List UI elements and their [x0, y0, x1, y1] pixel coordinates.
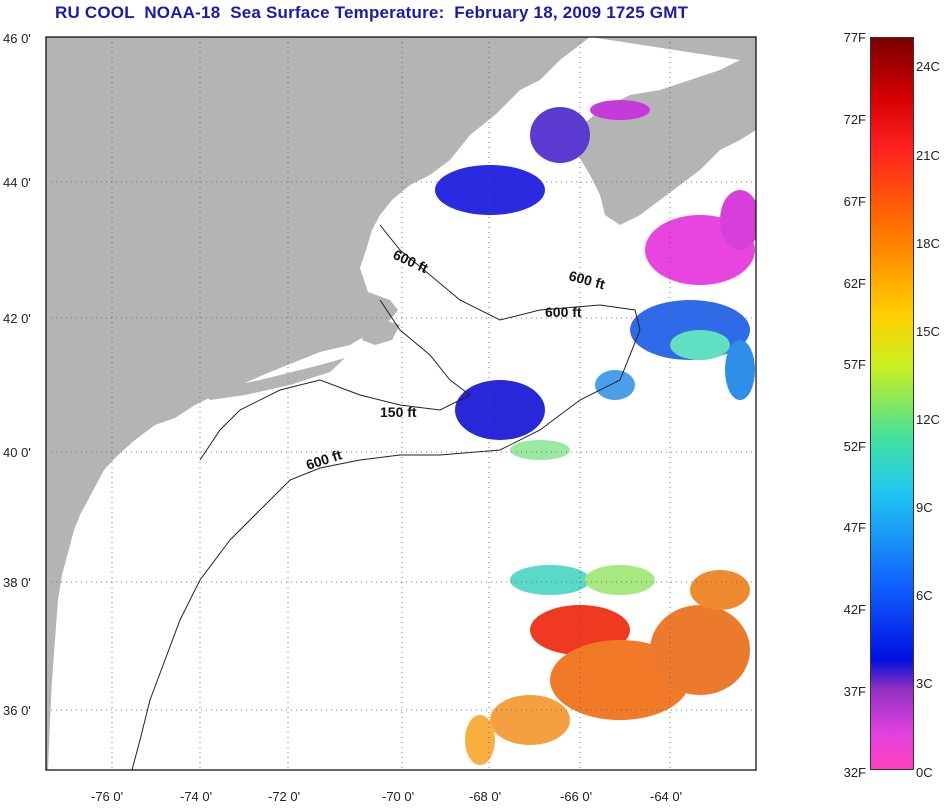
land-delmarva — [86, 510, 110, 660]
lat-label: 42 0' — [3, 311, 31, 326]
lat-label: 46 0' — [3, 31, 31, 46]
colorbar-f-label: 47F — [843, 520, 866, 535]
colorbar-c-label: 15C — [916, 324, 940, 339]
colorbar-f-label: 37F — [843, 684, 866, 699]
lat-label: 36 0' — [3, 703, 31, 718]
colorbar-f-label: 62F — [843, 276, 866, 291]
land-cape-cod — [362, 320, 400, 345]
lon-label: -76 0' — [91, 789, 124, 804]
colorbar-f-label: 32F — [843, 765, 866, 780]
colorbar-c-label: 21C — [916, 148, 940, 163]
colorbar-c-label: 24C — [916, 59, 940, 74]
lon-label: -64 0' — [650, 789, 683, 804]
colorbar-f-label: 42F — [843, 602, 866, 617]
colorbar-f-label: 77F — [843, 30, 866, 45]
map-title: RU COOL NOAA-18 Sea Surface Temperature:… — [55, 3, 689, 22]
contour-label: 600 ft — [545, 304, 582, 320]
lat-label: 38 0' — [3, 575, 31, 590]
colorbar-c-label: 3C — [916, 676, 933, 691]
sst-data — [435, 100, 756, 765]
land-us — [46, 37, 590, 770]
colorbar-c-label: 9C — [916, 500, 933, 515]
lon-label: -70 0' — [382, 789, 415, 804]
colorbar-c-label: 0C — [916, 765, 933, 780]
lat-label: 44 0' — [3, 175, 31, 190]
graticule — [46, 37, 756, 770]
colorbar-f-label: 57F — [843, 357, 866, 372]
colorbar-c-label: 18C — [916, 236, 940, 251]
land-long-island — [200, 358, 345, 400]
contour-label: 150 ft — [380, 404, 417, 420]
map-frame — [45, 36, 757, 771]
color-bar — [870, 37, 914, 770]
lat-label: 40 0' — [3, 445, 31, 460]
colorbar-f-label: 52F — [843, 439, 866, 454]
land-canada — [565, 37, 756, 225]
colorbar-f-label: 72F — [843, 112, 866, 127]
colorbar-f-label: 67F — [843, 194, 866, 209]
lon-label: -74 0' — [180, 789, 213, 804]
lon-label: -72 0' — [268, 789, 301, 804]
lon-label: -66 0' — [560, 789, 593, 804]
lon-label: -68 0' — [469, 789, 502, 804]
colorbar-c-label: 12C — [916, 412, 940, 427]
colorbar-c-label: 6C — [916, 588, 933, 603]
